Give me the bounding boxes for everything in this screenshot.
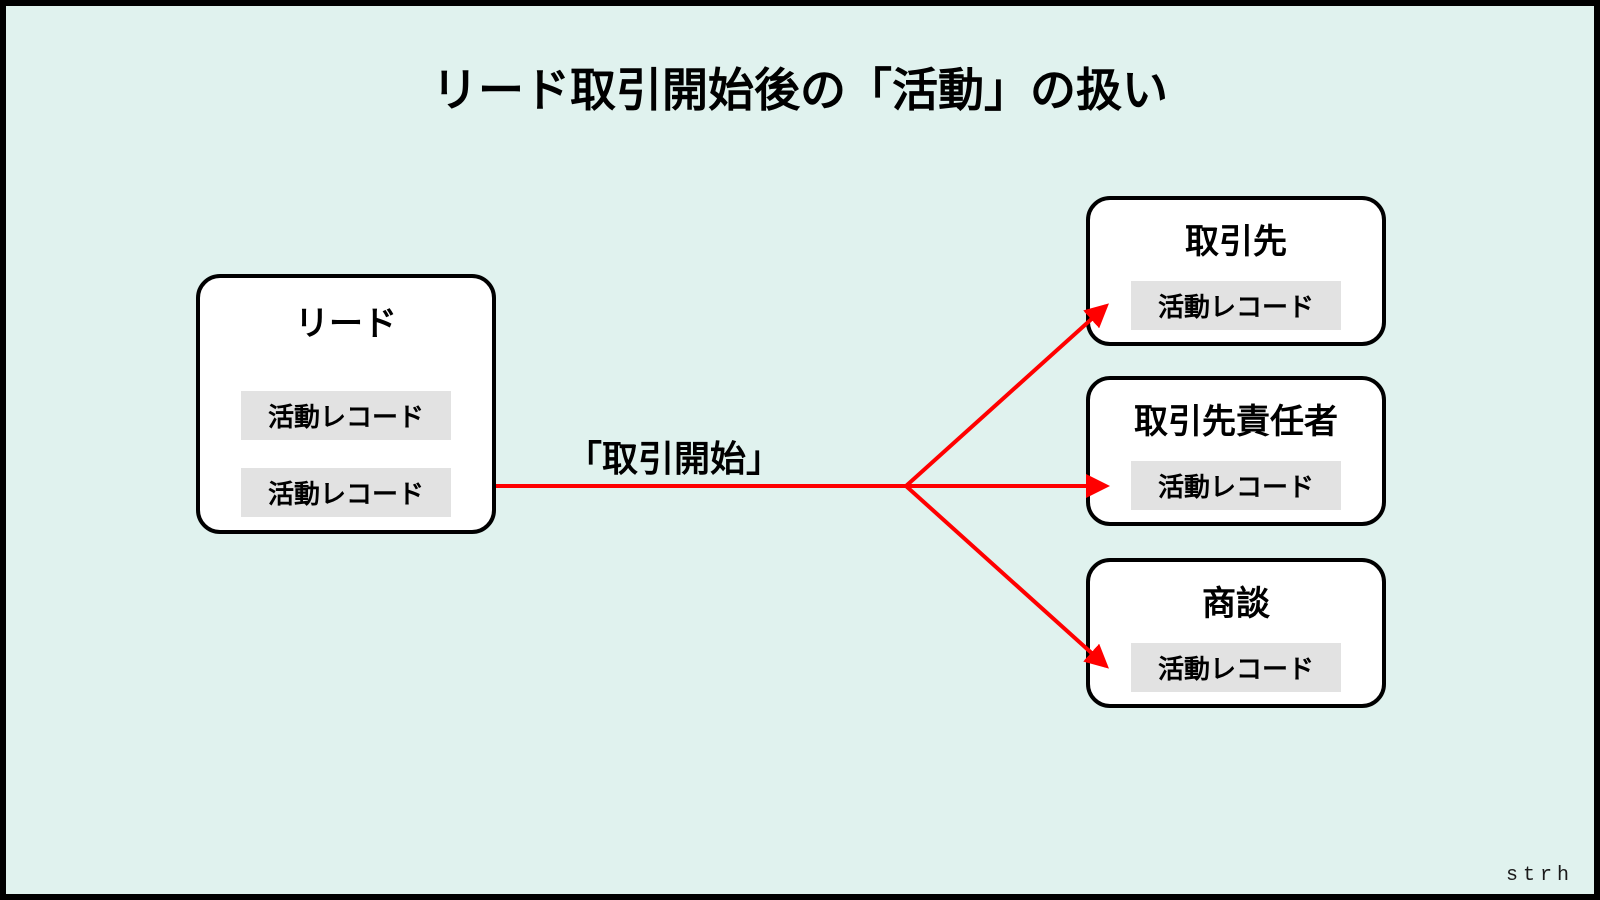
activity-record: 活動レコード	[1131, 281, 1341, 330]
node-opportunity-title: 商談	[1090, 576, 1382, 625]
node-lead-title: リード	[200, 296, 492, 345]
node-opportunity: 商談 活動レコード	[1086, 558, 1386, 708]
activity-record: 活動レコード	[1131, 461, 1341, 510]
activity-record: 活動レコード	[241, 468, 451, 517]
activity-record: 活動レコード	[241, 391, 451, 440]
node-lead: リード 活動レコード 活動レコード	[196, 274, 496, 534]
node-account: 取引先 活動レコード	[1086, 196, 1386, 346]
node-contact: 取引先責任者 活動レコード	[1086, 376, 1386, 526]
process-label: 「取引開始」	[566, 430, 782, 482]
diagram-title: リード取引開始後の「活動」の扱い	[6, 54, 1594, 120]
activity-record: 活動レコード	[1131, 643, 1341, 692]
watermark: strh	[1506, 864, 1574, 887]
diagram-frame: リード取引開始後の「活動」の扱い リード 活動レコード 活動レコード 取引先 活…	[0, 0, 1600, 900]
node-account-title: 取引先	[1090, 214, 1382, 263]
node-contact-title: 取引先責任者	[1090, 394, 1382, 443]
